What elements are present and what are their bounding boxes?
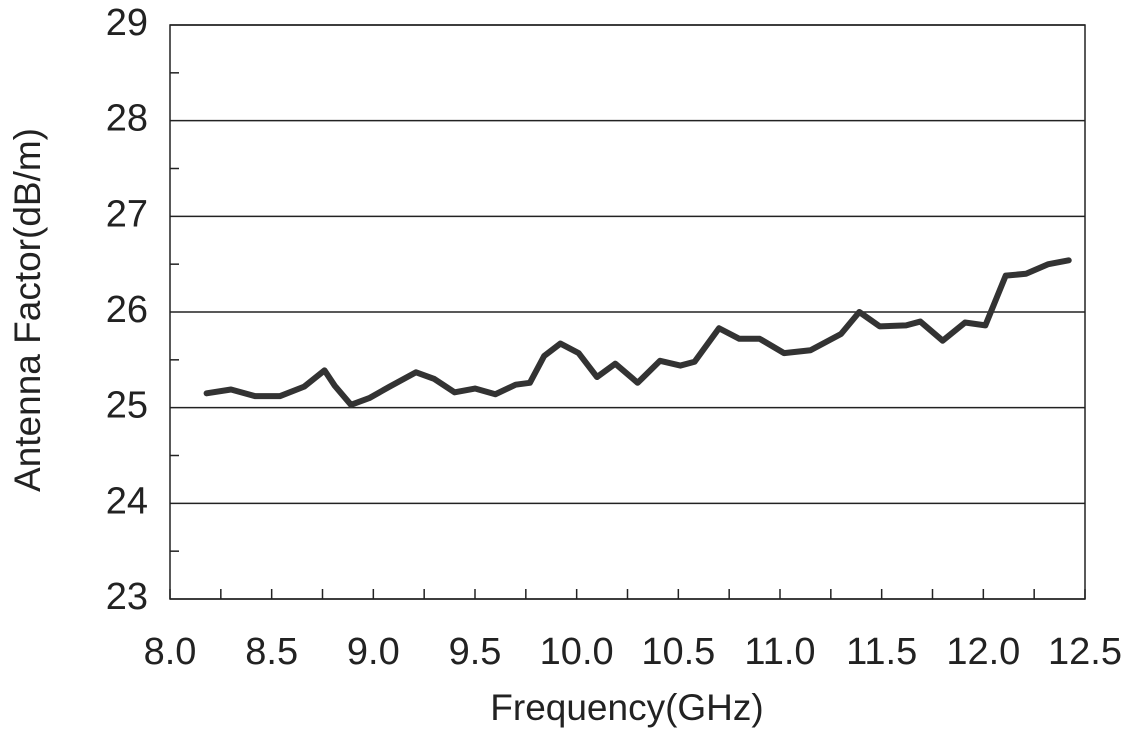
- y-tick-label: 26: [106, 289, 148, 331]
- y-tick-label: 23: [106, 576, 148, 618]
- x-tick-label: 9.0: [347, 631, 400, 673]
- y-tick-label: 24: [106, 480, 148, 522]
- y-tick-label: 29: [106, 2, 148, 44]
- x-tick-label: 11.5: [846, 631, 917, 673]
- y-tick-label: 28: [106, 98, 148, 140]
- x-tick-label: 9.5: [449, 631, 502, 673]
- x-tick-label: 12.5: [1048, 631, 1122, 673]
- x-axis-label: Frequency(GHz): [490, 687, 763, 728]
- y-axis-label: Antenna Factor(dB/m): [7, 128, 48, 492]
- data-line: [203, 257, 1072, 408]
- x-tick-label: 10.0: [540, 631, 614, 673]
- y-tick-label: 25: [106, 385, 148, 427]
- x-tick-label: 8.5: [245, 631, 298, 673]
- y-tick-label: 27: [106, 193, 148, 235]
- x-tick-label: 10.5: [641, 631, 715, 673]
- x-tick-label: 8.0: [144, 631, 197, 673]
- x-tick-label: 11.0: [744, 631, 815, 673]
- x-tick-label: 12.0: [946, 631, 1020, 673]
